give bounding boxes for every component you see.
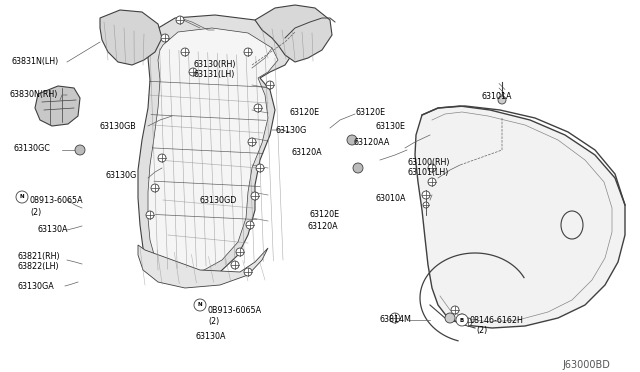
Text: 63130GD: 63130GD: [200, 196, 237, 205]
Circle shape: [246, 221, 254, 229]
Text: (2): (2): [30, 208, 41, 217]
Polygon shape: [100, 10, 162, 65]
Text: 63120E: 63120E: [310, 210, 340, 219]
Polygon shape: [138, 15, 295, 285]
Circle shape: [428, 178, 436, 186]
Text: (2): (2): [208, 317, 220, 326]
Circle shape: [248, 138, 256, 146]
Text: 63831N(LH): 63831N(LH): [12, 57, 60, 66]
Circle shape: [347, 135, 357, 145]
Text: 63814M: 63814M: [380, 315, 412, 324]
Text: 08146-6162H: 08146-6162H: [470, 316, 524, 325]
Polygon shape: [148, 28, 278, 273]
Circle shape: [464, 318, 472, 326]
Text: (2): (2): [476, 326, 487, 335]
Text: 63101(LH): 63101(LH): [408, 168, 449, 177]
Ellipse shape: [561, 211, 583, 239]
Text: 63120E: 63120E: [356, 108, 386, 117]
Circle shape: [236, 248, 244, 256]
Circle shape: [158, 154, 166, 162]
Text: 63130G: 63130G: [276, 126, 307, 135]
Text: 63101A: 63101A: [482, 92, 513, 101]
Text: 63120A: 63120A: [308, 222, 339, 231]
Circle shape: [256, 164, 264, 172]
Text: N: N: [20, 195, 24, 199]
Circle shape: [16, 191, 28, 203]
Text: 63120E: 63120E: [290, 108, 320, 117]
Text: 63822(LH): 63822(LH): [18, 262, 60, 271]
Text: 63130A: 63130A: [196, 332, 227, 341]
Text: 63130(RH): 63130(RH): [193, 60, 236, 69]
Circle shape: [422, 191, 430, 199]
Circle shape: [181, 48, 189, 56]
Circle shape: [151, 184, 159, 192]
Text: 63130GA: 63130GA: [18, 282, 55, 291]
Polygon shape: [255, 5, 332, 62]
Circle shape: [244, 268, 252, 276]
Circle shape: [251, 192, 259, 200]
Circle shape: [451, 306, 459, 314]
Circle shape: [498, 96, 506, 104]
Circle shape: [75, 145, 85, 155]
Text: 63130GB: 63130GB: [99, 122, 136, 131]
Text: 63120A: 63120A: [291, 148, 322, 157]
Circle shape: [176, 16, 184, 24]
Circle shape: [194, 299, 206, 311]
Text: B: B: [460, 317, 464, 323]
Text: 08913-6065A: 08913-6065A: [30, 196, 84, 205]
Text: J63000BD: J63000BD: [562, 360, 610, 370]
Polygon shape: [138, 245, 268, 288]
Polygon shape: [415, 106, 625, 328]
Circle shape: [458, 314, 466, 322]
Text: 63130GC: 63130GC: [14, 144, 51, 153]
Circle shape: [456, 314, 468, 326]
Text: 63131(LH): 63131(LH): [193, 70, 234, 79]
Circle shape: [146, 211, 154, 219]
Circle shape: [266, 81, 274, 89]
Circle shape: [353, 163, 363, 173]
Circle shape: [445, 313, 455, 323]
Circle shape: [423, 202, 429, 208]
Text: 63130E: 63130E: [376, 122, 406, 131]
Text: N: N: [198, 302, 202, 308]
Circle shape: [161, 34, 169, 42]
Text: 63830N(RH): 63830N(RH): [10, 90, 58, 99]
Text: 63130A: 63130A: [38, 225, 68, 234]
Text: 63120AA: 63120AA: [354, 138, 390, 147]
Polygon shape: [35, 86, 80, 126]
Text: 63100(RH): 63100(RH): [408, 158, 451, 167]
Circle shape: [428, 164, 436, 172]
Circle shape: [244, 48, 252, 56]
Circle shape: [254, 104, 262, 112]
Circle shape: [390, 313, 400, 323]
Circle shape: [189, 68, 197, 76]
Text: 63130G: 63130G: [105, 171, 136, 180]
Circle shape: [231, 261, 239, 269]
Text: 63010A: 63010A: [375, 194, 406, 203]
Text: 0B913-6065A: 0B913-6065A: [208, 306, 262, 315]
Text: 63821(RH): 63821(RH): [18, 252, 61, 261]
